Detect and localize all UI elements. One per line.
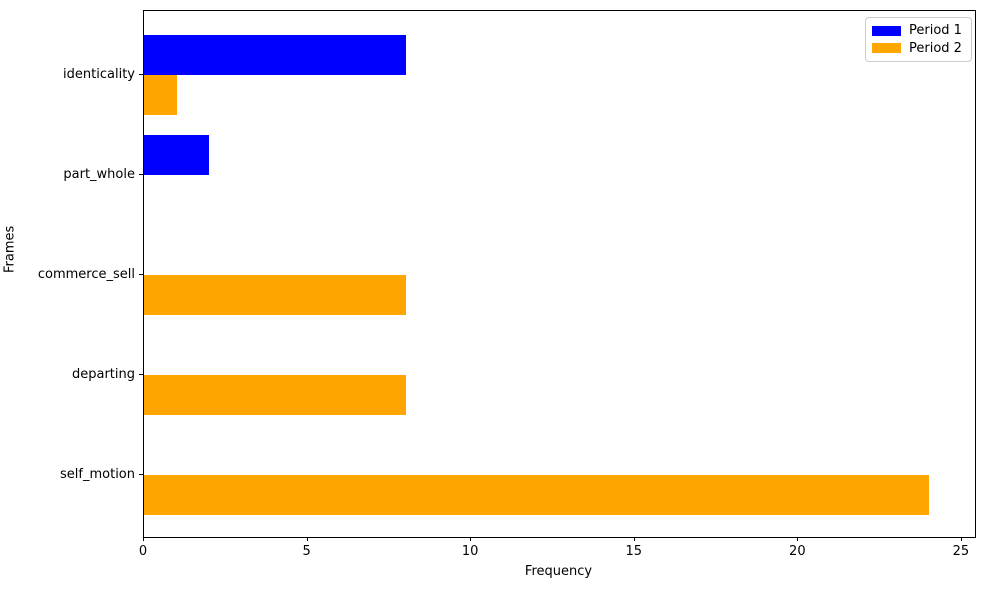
x-tick-mark — [143, 537, 144, 541]
x-tick-mark — [306, 537, 308, 541]
y-tick-label-part_whole: part_whole — [63, 167, 135, 182]
y-tick-label-self_motion: self_motion — [60, 467, 135, 482]
x-tick-label-0: 0 — [138, 544, 148, 559]
y-tick-mark — [139, 474, 143, 475]
x-tick-mark — [960, 537, 962, 541]
y-tick-mark — [139, 374, 143, 375]
x-tick-label-10: 10 — [461, 544, 479, 559]
y-tick-label-departing: departing — [71, 367, 135, 382]
y-tick-mark — [139, 274, 143, 275]
x-tick-label-5: 5 — [302, 544, 311, 559]
y-tick-label-identicality: identicality — [63, 67, 135, 82]
x-tick-label-20: 20 — [789, 544, 806, 559]
bar-period-1-identicality — [144, 35, 406, 75]
y-tick-mark — [139, 174, 143, 175]
bar-period-2-commerce_sell — [144, 275, 406, 315]
bar-period-2-self_motion — [144, 475, 930, 515]
bar-period-2-identicality — [144, 75, 177, 115]
y-tick-mark — [139, 74, 143, 75]
x-axis-title: Frequency — [524, 564, 593, 579]
x-tick-label-25: 25 — [952, 544, 970, 559]
x-tick-label-15: 15 — [625, 544, 642, 559]
x-tick-mark — [470, 537, 472, 541]
x-tick-mark — [633, 537, 635, 541]
y-axis-title: Frames — [2, 225, 18, 273]
legend-item-period-1: Period 1 — [872, 22, 963, 39]
legend: Period 1 Period 2 — [865, 17, 972, 62]
plot-area — [143, 10, 976, 538]
legend-label-period-1: Period 1 — [909, 23, 962, 39]
x-tick-mark — [797, 537, 799, 541]
bar-period-1-part_whole — [144, 135, 210, 175]
y-tick-label-commerce_sell: commerce_sell — [37, 267, 135, 282]
bar-period-2-departing — [144, 375, 406, 415]
legend-label-period-2: Period 2 — [909, 40, 962, 56]
legend-swatch-period-2-icon — [872, 43, 901, 54]
legend-item-period-2: Period 2 — [872, 40, 963, 57]
legend-swatch-period-1-icon — [872, 25, 901, 36]
